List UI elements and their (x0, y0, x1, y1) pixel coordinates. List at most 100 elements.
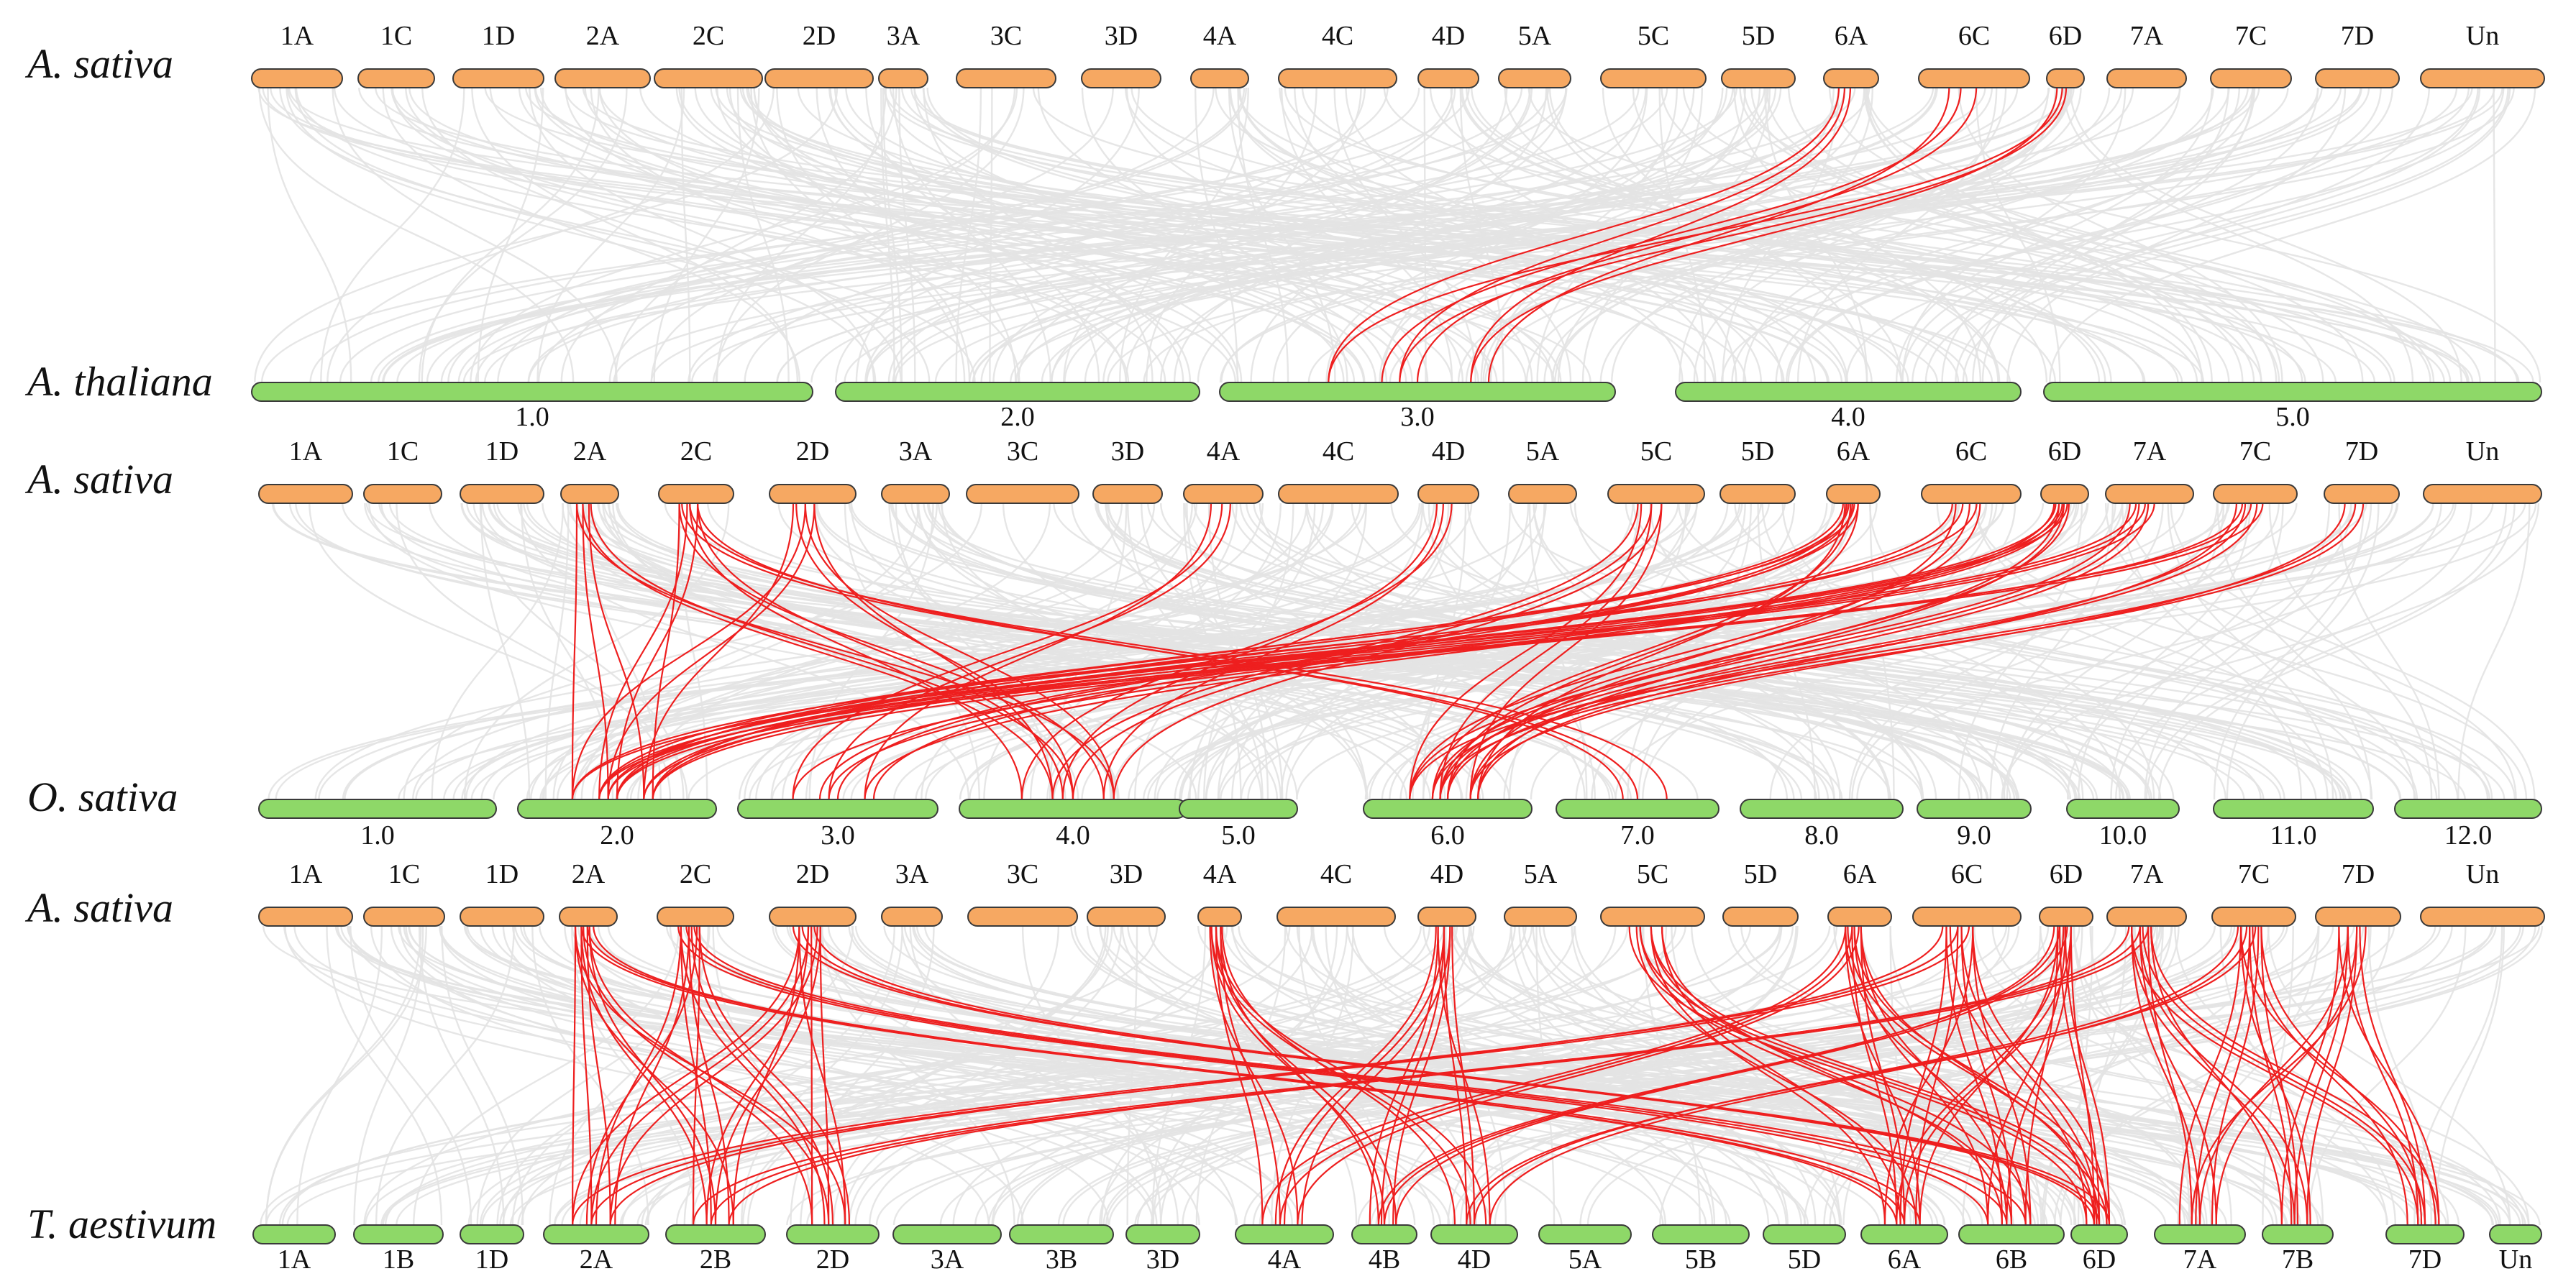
background-link (347, 925, 1918, 1226)
highlight-link-2D-2A (572, 925, 800, 1226)
highlight-link-2A-6A (593, 925, 1898, 1226)
chromosome-p3-bottom-5B (1652, 1224, 1750, 1244)
chromosome-tracks (251, 68, 2545, 1244)
highlight-link-2A-2.0 (571, 503, 578, 800)
background-link (746, 87, 1747, 383)
highlight-link-6C-6A (1915, 925, 1959, 1226)
chromosome-p3-bottom-3A (892, 1224, 1002, 1244)
chromosome-label-p3-bottom-5D: 5D (1788, 1244, 1821, 1275)
highlight-link-2C-2.0 (616, 503, 699, 800)
chromosome-label-p3-top-2C: 2C (680, 859, 711, 889)
chromosome-p2-bottom-8.0 (1740, 799, 1904, 819)
highlight-link-2A-2.0 (588, 503, 645, 800)
highlight-link-6C-6.0 (1469, 503, 1957, 800)
background-link (1973, 925, 2388, 1226)
highlight-link-2D-2A (609, 925, 818, 1226)
chromosome-p1-top-2D (764, 68, 874, 88)
highlight-link-5C-4.0 (1072, 503, 1653, 800)
background-link (1450, 87, 1737, 383)
highlight-link-4A-4D (1215, 925, 1487, 1226)
background-link (991, 925, 1617, 1226)
background-link (1866, 87, 2541, 383)
background-link (2049, 87, 2536, 383)
background-link (1253, 503, 2490, 800)
chromosome-label-p2-bottom-11.0: 11.0 (2270, 820, 2316, 850)
background-link (1525, 87, 2070, 383)
chromosome-p3-bottom-4A (1235, 1224, 1334, 1244)
background-link (1095, 503, 2125, 800)
species-label-panel-3-top: A. sativa (24, 884, 173, 931)
chromosome-label-p2-top-3C: 3C (1007, 436, 1038, 467)
highlight-link-6C-6.0 (1409, 503, 1970, 800)
background-link (463, 503, 730, 800)
chromosome-p3-top-4C (1276, 907, 1396, 927)
chromosome-p3-top-5C (1600, 907, 1705, 927)
highlight-link-7D-6.0 (1409, 503, 2357, 800)
background-link (1127, 925, 2102, 1226)
chromosome-label-p1-top-Un: Un (2466, 21, 2499, 51)
background-link (403, 503, 983, 800)
highlight-link-4A-3.0 (792, 503, 1223, 800)
chromosome-p2-top-5D (1719, 484, 1796, 504)
background-link (1125, 87, 1533, 383)
highlight-link-7C-7D (2252, 925, 2408, 1226)
chromosome-label-p2-top-4C: 4C (1323, 436, 1354, 467)
chromosome-label-p3-top-5A: 5A (1524, 859, 1558, 889)
background-link (813, 503, 1298, 800)
background-link (1010, 87, 2370, 383)
chromosome-p2-top-5A (1508, 484, 1577, 504)
background-link (1975, 503, 2373, 800)
background-link (552, 503, 920, 800)
chromosome-label-p2-top-1C: 1C (387, 436, 419, 467)
chromosome-p1-top-1D (452, 68, 544, 88)
highlight-link-7D-6.0 (1469, 503, 2346, 800)
highlight-link-2D-2.0 (643, 503, 795, 800)
chromosome-p3-bottom-6A (1860, 1224, 1948, 1244)
chromosome-p2-bottom-10.0 (2066, 799, 2180, 819)
chromosome-label-p2-top-4D: 4D (1432, 436, 1465, 467)
chromosome-p3-top-4D (1417, 907, 1476, 927)
background-link (296, 925, 383, 1226)
highlight-link-7D-7A (2191, 925, 2367, 1226)
background-link (2226, 503, 2380, 800)
background-link (854, 925, 1516, 1226)
background-link (332, 87, 618, 383)
highlight-link-5C-6B (1661, 925, 2003, 1226)
chromosome-p1-top-4D (1417, 68, 1479, 88)
background-link (613, 87, 2362, 383)
background-link (267, 87, 352, 383)
chromosome-label-p3-bottom-3D: 3D (1146, 1244, 1179, 1275)
chromosome-label-p3-top-2A: 2A (572, 859, 606, 889)
chromosome-label-p1-bottom-1.0: 1.0 (515, 402, 549, 432)
chromosome-p2-bottom-5.0 (1179, 799, 1298, 819)
background-link (2077, 503, 2251, 800)
highlight-link-6D-3.0 (828, 503, 2060, 800)
chromosome-label-p2-bottom-8.0: 8.0 (1804, 820, 1839, 850)
chromosome-p3-top-3A (881, 907, 943, 927)
chromosome-label-p1-top-2C: 2C (693, 21, 724, 51)
highlight-link-2C-2A (614, 925, 690, 1226)
chromosome-p3-top-5D (1722, 907, 1799, 927)
highlight-link-6D-3.0 (792, 503, 2055, 800)
background-link (1991, 925, 2530, 1226)
chromosome-label-p3-bottom-7D: 7D (2408, 1244, 2442, 1275)
chromosome-label-p2-top-7A: 7A (2133, 436, 2167, 467)
chromosome-p3-top-Un (2420, 907, 2545, 927)
background-link (2413, 925, 2503, 1226)
highlight-link-2A-4.0 (575, 503, 1115, 800)
background-link (1449, 925, 2077, 1226)
chromosome-label-p2-top-7C: 7C (2239, 436, 2271, 467)
chromosome-p1-top-Un (2420, 68, 2545, 88)
background-link (776, 87, 971, 383)
highlight-link-2D-6D (801, 925, 2096, 1226)
background-link (615, 503, 2454, 800)
chromosome-label-p3-top-6A: 6A (1843, 859, 1877, 889)
chromosome-p3-bottom-1D (460, 1224, 524, 1244)
highlight-link-7D-7B (2280, 925, 2340, 1226)
chromosome-p3-bottom-1B (353, 1224, 444, 1244)
background-link (344, 503, 1786, 800)
highlight-link-6D-3.0 (1399, 87, 2068, 383)
highlight-link-7D-7D (2359, 925, 2426, 1226)
highlight-link-7C-4D (1466, 925, 2257, 1226)
